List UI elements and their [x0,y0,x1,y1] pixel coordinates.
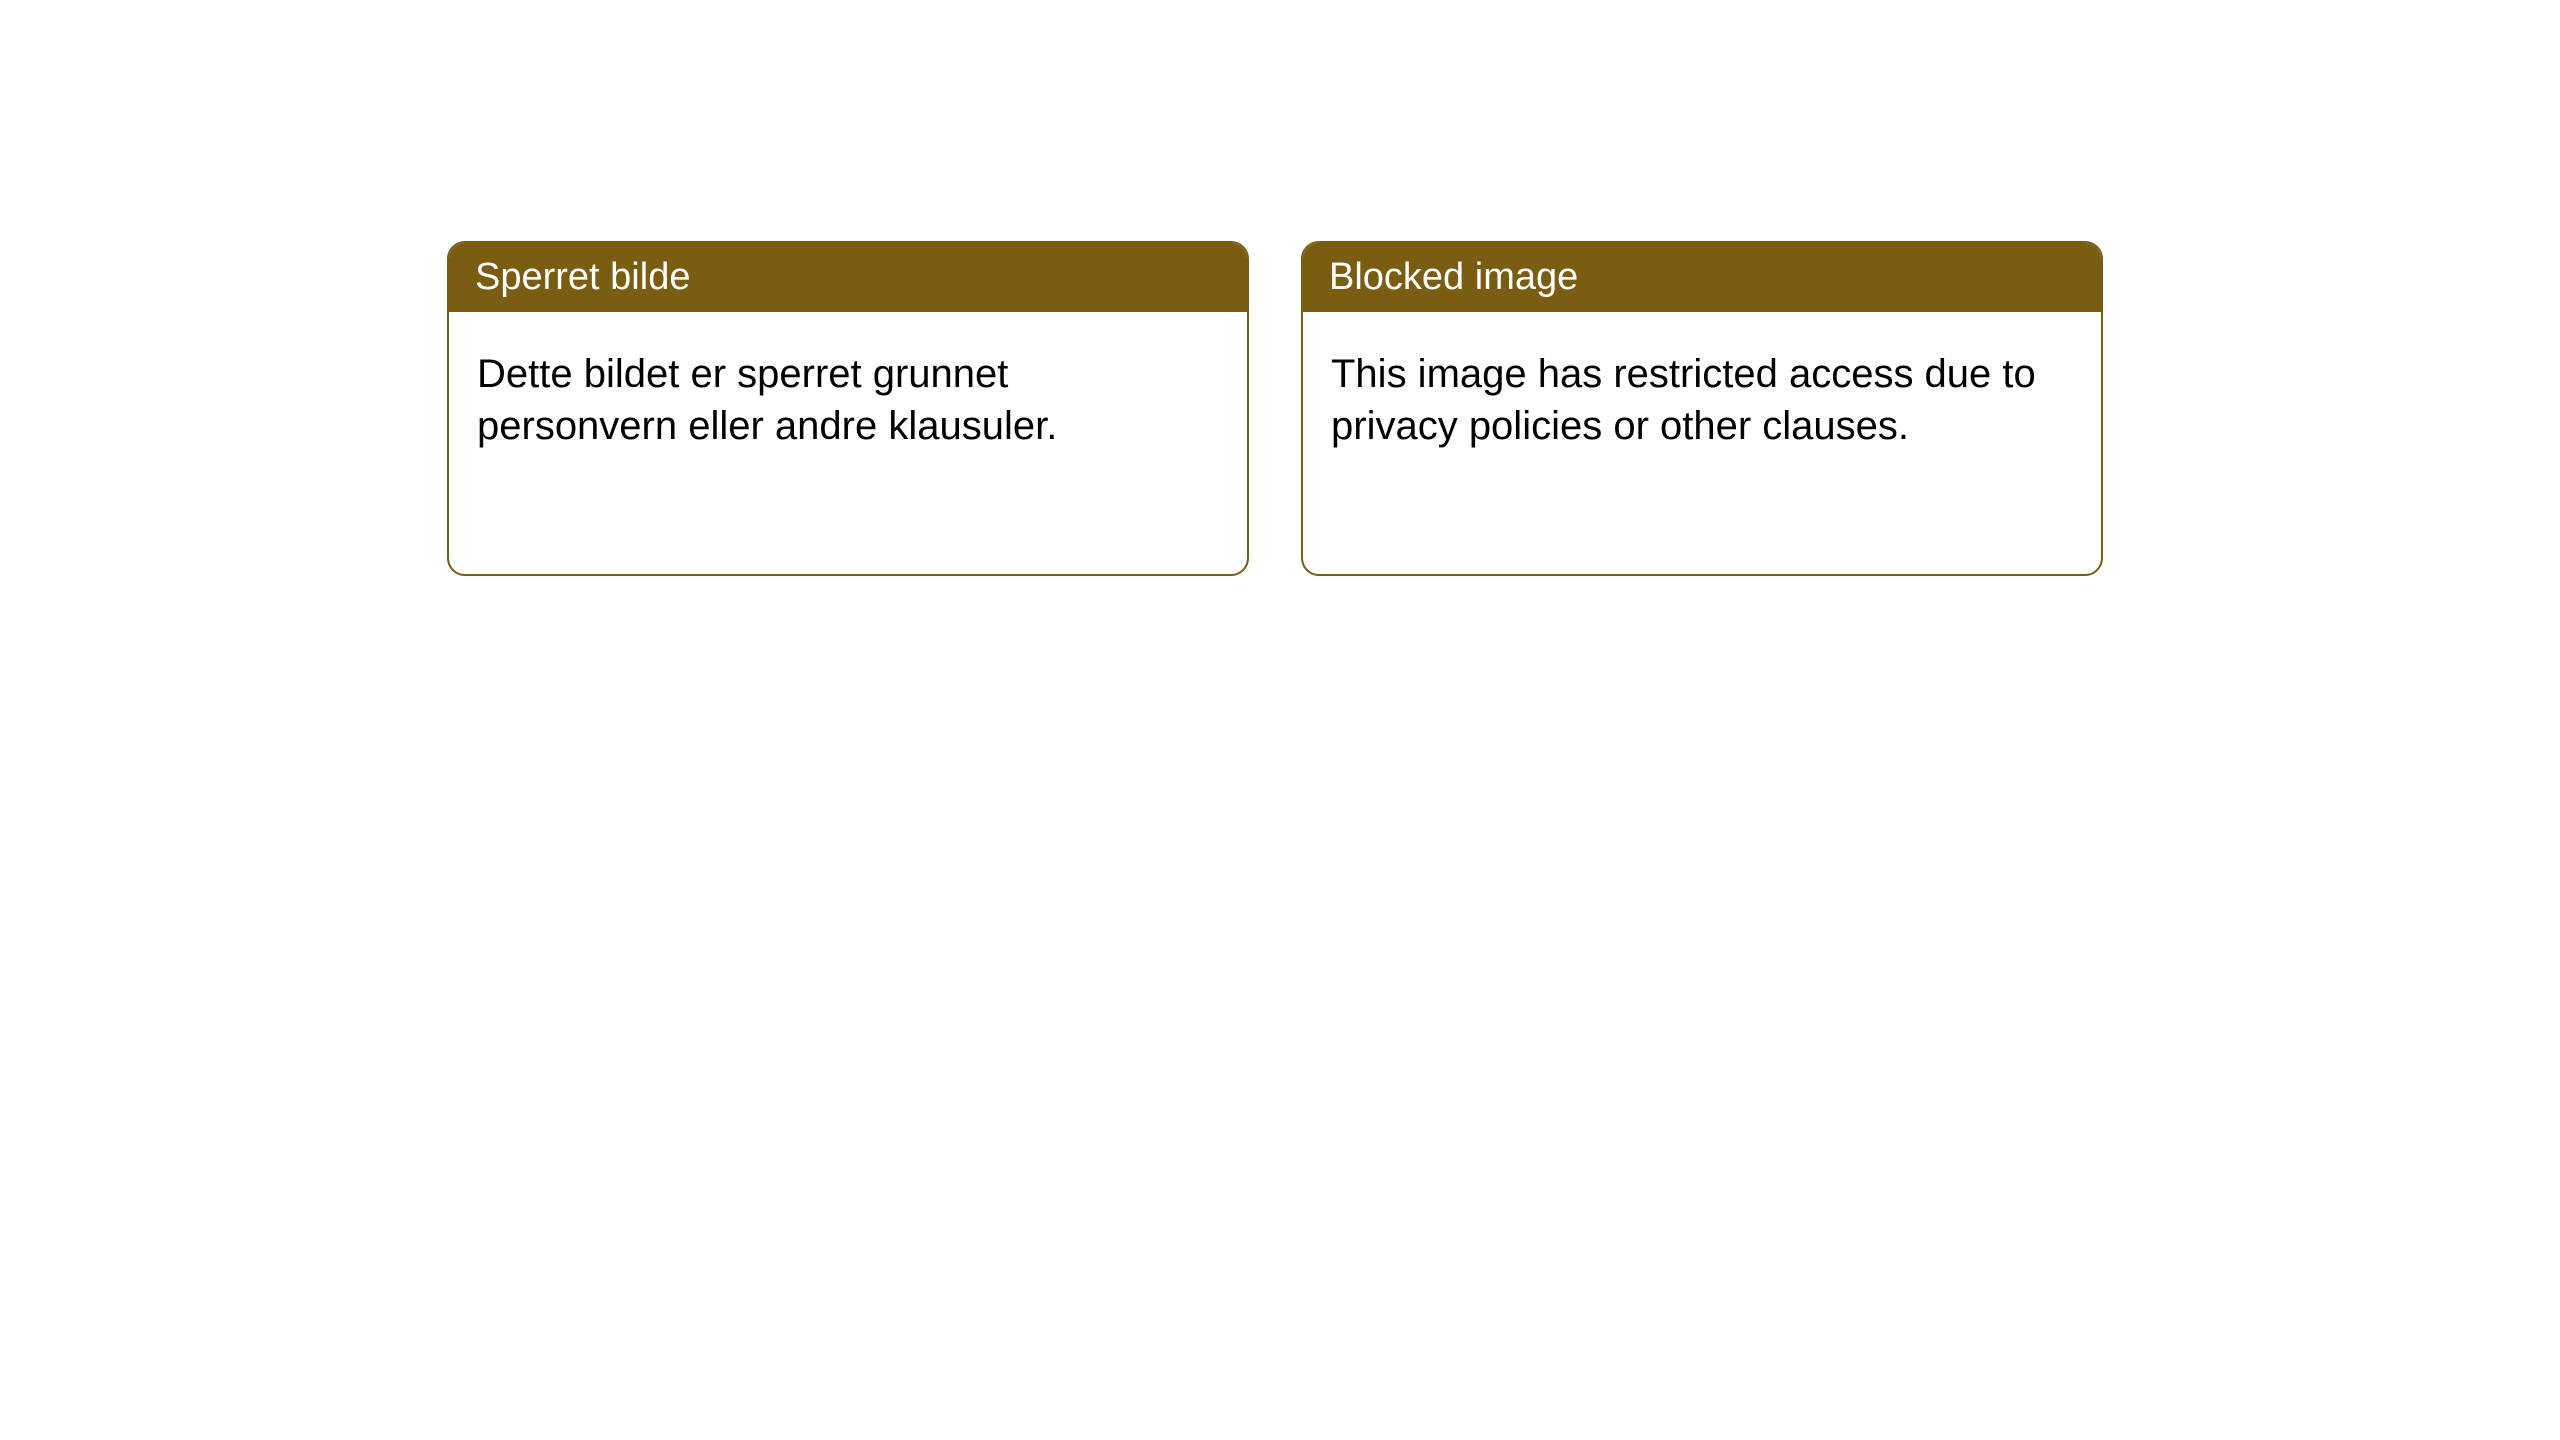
notice-container: Sperret bilde Dette bildet er sperret gr… [447,241,2103,576]
notice-body: Dette bildet er sperret grunnet personve… [449,312,1247,488]
notice-card-norwegian: Sperret bilde Dette bildet er sperret gr… [447,241,1249,576]
notice-header: Sperret bilde [449,243,1247,312]
notice-card-english: Blocked image This image has restricted … [1301,241,2103,576]
notice-body: This image has restricted access due to … [1303,312,2101,488]
notice-header: Blocked image [1303,243,2101,312]
